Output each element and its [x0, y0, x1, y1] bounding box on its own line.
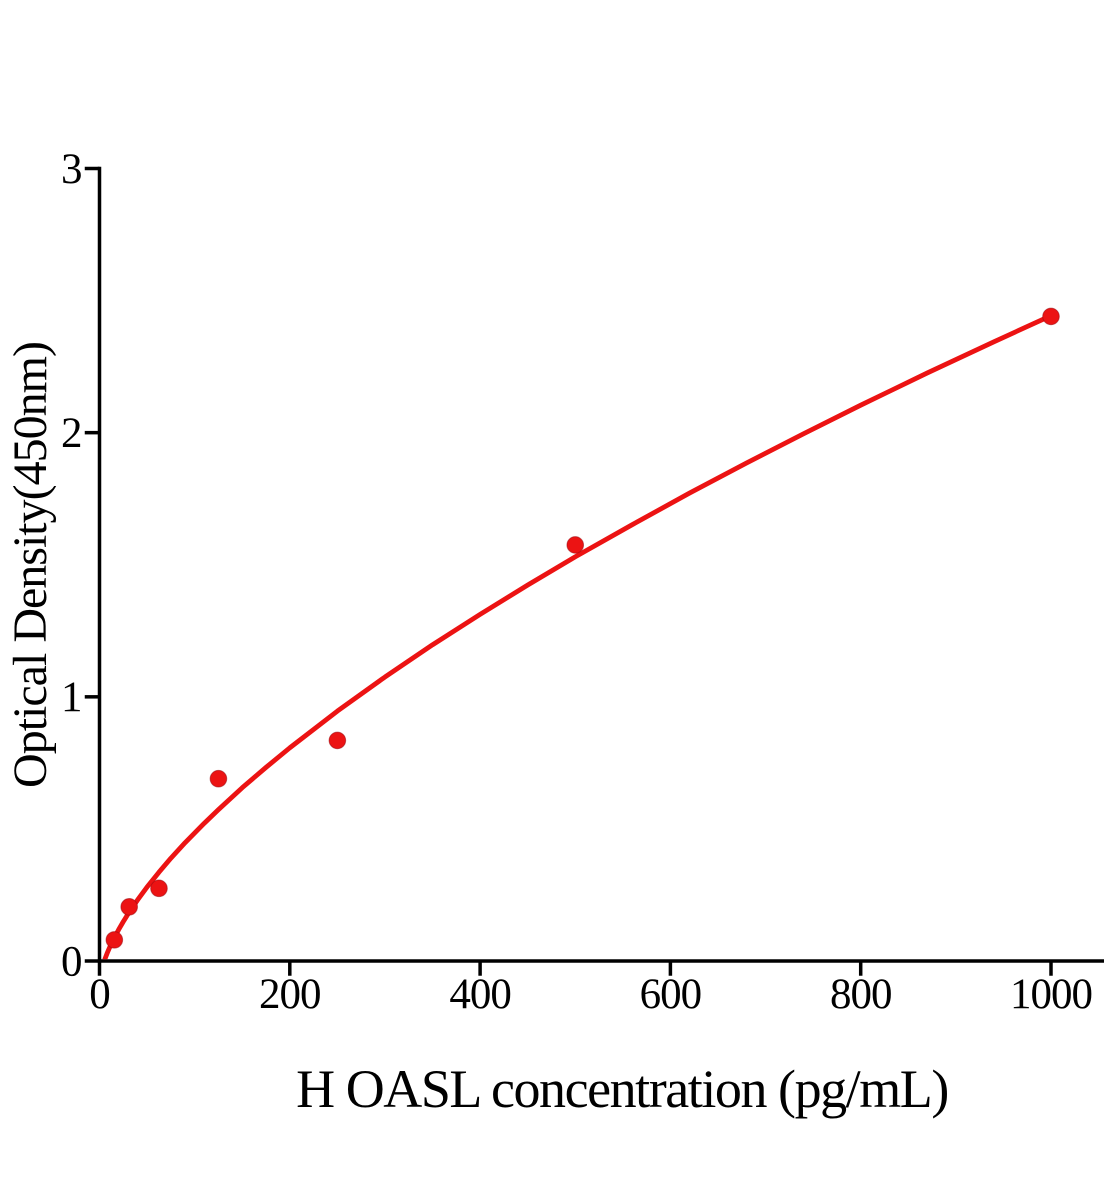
data-point	[566, 536, 585, 554]
x-tick-label: 600	[640, 971, 702, 1018]
y-tick-label: 1	[61, 674, 82, 721]
y-tick-label: 2	[61, 410, 82, 457]
fit-curve-layer	[102, 313, 1052, 960]
data-point	[120, 898, 138, 916]
y-axis-title: Optical Density(450nm)	[4, 342, 57, 788]
x-axis-title: H OASL concentration (pg/mL)	[296, 1059, 948, 1119]
x-tick-label: 0	[89, 971, 110, 1018]
tick-labels-layer: 0 200 400 600 800 1000 0 1 2 3	[61, 146, 1093, 1018]
fit-curve	[102, 313, 1052, 960]
data-point	[209, 769, 228, 788]
data-point	[328, 731, 347, 750]
data-point	[1042, 307, 1060, 326]
x-tick-label: 400	[449, 971, 511, 1018]
x-tick-label: 200	[259, 971, 321, 1018]
axes	[84, 166, 1104, 976]
y-tick-label: 0	[61, 938, 82, 985]
x-tick-label: 800	[830, 971, 892, 1018]
data-points-layer	[105, 307, 1060, 949]
data-point	[105, 931, 124, 949]
data-point	[150, 879, 168, 898]
y-tick-label: 3	[61, 146, 82, 193]
x-tick-label: 1000	[1010, 971, 1092, 1018]
